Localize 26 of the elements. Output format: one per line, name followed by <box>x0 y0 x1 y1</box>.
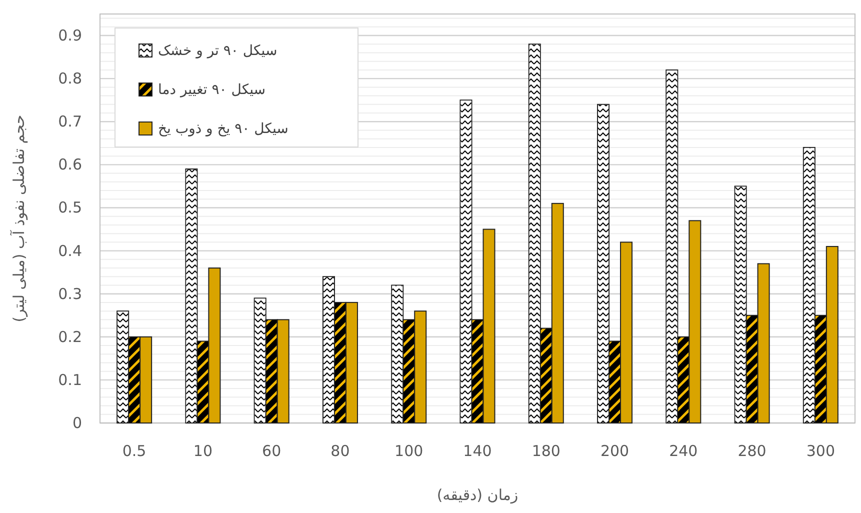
x-tick-label: 240 <box>669 442 698 460</box>
y-tick-label: 0.6 <box>58 156 82 174</box>
x-tick-label: 280 <box>738 442 766 460</box>
x-axis-title: زمان (دقیقه) <box>436 486 518 504</box>
x-tick-label: 60 <box>262 442 282 460</box>
x-tick-label: 180 <box>532 442 560 460</box>
y-tick-label: 0.5 <box>58 198 82 217</box>
y-axis-title: حجم تفاضلی نفوذ آب (میلی لیتر) <box>9 114 28 322</box>
y-tick-label: 0.3 <box>58 284 82 303</box>
x-tick-label: 10 <box>193 442 212 460</box>
x-tick-label: 80 <box>330 442 350 460</box>
y-tick-label: 0.9 <box>58 26 82 45</box>
x-tick-label: 300 <box>806 442 835 460</box>
y-tick-label: 0.8 <box>58 70 82 88</box>
y-tick-label: 0.4 <box>58 242 82 260</box>
x-tick-label: 0.5 <box>122 442 146 460</box>
y-tick-label: 0 <box>72 414 82 432</box>
x-tick-label: 100 <box>394 442 424 460</box>
legend-label: سیکل ۹۰ تر و خشک <box>158 43 278 59</box>
y-tick-label: 0.2 <box>58 328 82 346</box>
legend-label: سیکل ۹۰ یخ و ذوب یخ <box>158 121 288 137</box>
y-tick-label: 0.7 <box>58 112 82 131</box>
y-tick-label: 0.1 <box>58 370 82 389</box>
x-tick-label: 200 <box>600 442 630 460</box>
x-tick-label: 140 <box>463 442 492 460</box>
legend-label: سیکل ۹۰ تغییر دما <box>158 82 266 98</box>
